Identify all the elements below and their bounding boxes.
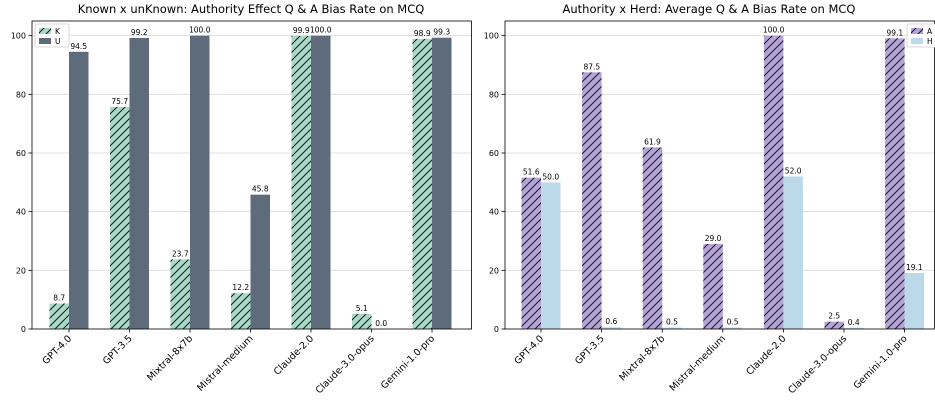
data-label: 0.4 (848, 318, 860, 327)
chart-title: Known x unKnown: Authority Effect Q & A … (78, 2, 425, 16)
legend-label: U (55, 37, 61, 46)
data-label: 75.7 (111, 97, 128, 106)
data-label: 0.5 (727, 318, 739, 327)
y-tick-label: 80 (489, 90, 499, 99)
x-tick-label: Claude-3.0-opus (786, 333, 849, 396)
data-label: 0.0 (375, 319, 387, 328)
data-label: 100.0 (763, 26, 785, 35)
bar-h (662, 327, 682, 329)
y-tick-label: 60 (489, 149, 499, 158)
bar-a (521, 177, 541, 329)
chart-authority-effect: Known x unKnown: Authority Effect Q & A … (11, 2, 472, 396)
bar-u (250, 194, 270, 329)
legend: KU (34, 23, 70, 48)
bar-k (170, 259, 190, 329)
bar-k (291, 35, 311, 330)
data-label: 99.9 (293, 26, 310, 35)
data-label: 12.2 (232, 283, 249, 292)
bar-h (722, 327, 743, 329)
y-tick-label: 40 (489, 208, 499, 217)
y-tick-label: 20 (16, 266, 26, 275)
x-tick-label: Mistral-medium (195, 333, 255, 393)
y-tick-label: 100 (484, 32, 499, 41)
bar-h (783, 176, 803, 329)
data-label: 2.5 (828, 312, 840, 321)
legend-swatch-a (911, 28, 923, 34)
y-tick-label: 60 (16, 149, 26, 158)
chart-authority-herd: Authority x Herd: Average Q & A Bias Rat… (484, 2, 935, 396)
x-tick-label: Claude-2.0 (272, 333, 316, 377)
x-tick-label: GPT-4.0 (40, 333, 74, 367)
bar-h (844, 327, 864, 329)
x-tick-label: GPT-4.0 (512, 333, 546, 367)
data-label: 99.2 (131, 28, 148, 37)
bar-a (582, 72, 602, 329)
bar-u (129, 38, 149, 329)
y-tick-label: 0 (494, 325, 499, 334)
y-tick-label: 0 (21, 325, 26, 334)
bar-h (904, 272, 925, 329)
data-label: 99.3 (433, 28, 450, 37)
bar-u (432, 37, 452, 329)
legend-swatch-h (911, 38, 923, 44)
bar-u (190, 35, 210, 330)
data-label: 87.5 (583, 62, 600, 71)
bar-h (541, 182, 561, 329)
data-label: 98.9 (414, 29, 431, 38)
bar-k (412, 38, 432, 329)
bar-a (885, 38, 905, 329)
bar-u (311, 35, 331, 330)
data-label: 94.5 (70, 42, 87, 51)
data-label: 19.1 (906, 263, 923, 272)
data-label: 100.0 (310, 26, 332, 35)
x-tick-label: Gemini-1.0-pro (379, 333, 437, 391)
bar-a (703, 243, 723, 329)
x-tick-label: Mixtral-8x7b (145, 333, 195, 383)
bar-h (601, 327, 622, 329)
bar-a (824, 321, 844, 329)
x-tick-label: GPT-3.5 (573, 333, 607, 367)
x-tick-label: Mixtral-8x7b (617, 333, 667, 383)
legend: AH (906, 23, 935, 48)
legend-swatch-k (39, 28, 51, 34)
data-label: 99.1 (886, 28, 903, 37)
data-label: 50.0 (542, 172, 559, 181)
data-label: 0.6 (605, 317, 617, 326)
data-label: 52.0 (785, 166, 802, 175)
data-label: 61.9 (644, 137, 661, 146)
bar-k (110, 106, 130, 330)
x-tick-label: Gemini-1.0-pro (852, 333, 910, 391)
y-tick-label: 80 (16, 90, 26, 99)
bar-k (49, 303, 69, 329)
data-label: 29.0 (705, 234, 722, 243)
x-tick-label: Mistral-medium (668, 333, 728, 393)
data-label: 45.8 (252, 185, 269, 194)
legend-label: H (927, 37, 933, 46)
bar-u (69, 51, 89, 330)
data-label: 8.7 (53, 293, 65, 302)
bar-k (352, 314, 372, 329)
legend-label: A (927, 27, 933, 36)
x-tick-label: GPT-3.5 (101, 333, 135, 367)
data-label: 0.5 (666, 318, 678, 327)
x-tick-label: Claude-2.0 (744, 333, 788, 377)
legend-swatch-u (39, 38, 51, 44)
bar-a (642, 147, 663, 329)
bar-a (763, 35, 784, 330)
y-tick-label: 40 (16, 208, 26, 217)
y-tick-label: 100 (11, 32, 26, 41)
data-label: 23.7 (172, 249, 189, 258)
data-label: 5.1 (356, 304, 368, 313)
bar-k (231, 293, 251, 329)
y-tick-label: 20 (489, 266, 499, 275)
data-label: 51.6 (523, 168, 540, 177)
chart-title: Authority x Herd: Average Q & A Bias Rat… (563, 2, 856, 16)
legend-label: K (55, 27, 61, 36)
data-label: 100.0 (189, 26, 211, 35)
x-tick-label: Claude-3.0-opus (314, 333, 377, 396)
